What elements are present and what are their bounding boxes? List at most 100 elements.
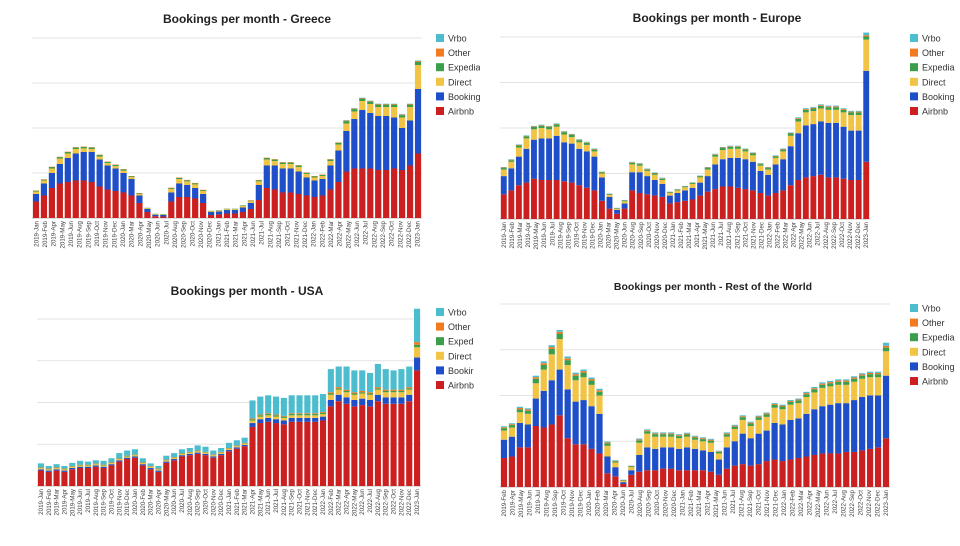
bar-segment-airbnb-2023-Jan xyxy=(414,370,420,486)
bar-segment-expedia-2019-Dec xyxy=(588,381,594,385)
x-tick-label: 2020-Mar xyxy=(129,221,136,247)
bar-segment-booking-2019-Sep xyxy=(565,389,571,438)
bar-segment-direct-2020-Dec xyxy=(684,437,690,448)
bar-segment-booking-2021-Feb xyxy=(700,450,706,470)
x-tick-label: 2021-Feb xyxy=(224,220,231,247)
bar-segment-airbnb-2021-Jun xyxy=(732,466,738,487)
x-tick-label: 2019-May xyxy=(518,489,525,517)
bar-segment-direct-2019-Jun xyxy=(541,370,547,391)
bar-segment-direct-2021-Nov xyxy=(303,174,309,178)
bar-segment-booking-2019-Sep xyxy=(101,467,107,468)
bar-segment-airbnb-2020-Jun xyxy=(629,190,635,219)
x-tick-label: 2019-Feb xyxy=(42,220,49,247)
x-tick-label: 2022-Oct xyxy=(391,489,398,515)
bar-segment-direct-2019-May xyxy=(531,129,537,139)
x-tick-label: 2022-Jan xyxy=(781,489,788,515)
bar-segment-airbnb-2019-Oct xyxy=(105,190,111,219)
legend-label-airbnb: Airbnb xyxy=(922,377,948,387)
bar-segment-direct-2019-Jan xyxy=(501,170,507,177)
bar-segment-expedia-2022-Nov xyxy=(867,374,873,377)
bar-segment-booking-2022-Mar xyxy=(788,146,794,185)
bar-segment-airbnb-2019-May xyxy=(533,426,539,487)
bar-segment-other-2022-Jul xyxy=(818,105,824,106)
x-tick-label: 2022-Aug xyxy=(371,220,378,247)
bar-segment-direct-2021-Jan xyxy=(224,209,230,210)
bar-segment-expedia-2022-Dec xyxy=(856,112,862,115)
x-tick-label: 2020-Nov xyxy=(662,489,669,517)
bar-segment-booking-2022-Apr xyxy=(811,409,817,455)
bar-segment-booking-2020-Apr xyxy=(614,210,620,214)
bar-segment-expedia-2020-Aug xyxy=(184,180,190,181)
bar-segment-booking-2021-Mar xyxy=(697,183,703,196)
bar-segment-other-2022-Apr xyxy=(343,390,349,391)
bar-segment-airbnb-2019-Dec xyxy=(124,459,130,486)
bar-segment-other-2022-Nov xyxy=(398,390,404,391)
bar-segment-expedia-2022-Aug xyxy=(375,105,381,107)
bar-segment-direct-2020-Aug xyxy=(184,181,190,185)
x-tick-label: 2021-Nov xyxy=(750,221,757,249)
bar-segment-direct-2022-May xyxy=(351,395,357,400)
bar-segment-booking-2021-Nov xyxy=(758,171,764,193)
bar-segment-expedia-2022-Jan xyxy=(773,156,779,158)
x-tick-label: 2020-Jun xyxy=(171,488,178,514)
bar-segment-direct-2019-Mar xyxy=(517,412,523,423)
bar-segment-vrbo-2019-Mar xyxy=(517,407,523,408)
bar-segment-airbnb-2022-Aug xyxy=(826,177,832,219)
bar-segment-direct-2020-Jun xyxy=(629,164,635,172)
bar-segment-direct-2022-Aug xyxy=(826,110,832,123)
bar-segment-other-2021-Jul xyxy=(727,146,733,147)
bar-segment-booking-2022-Aug xyxy=(826,123,832,178)
bar-segment-direct-2019-Aug xyxy=(557,339,563,370)
bar-segment-direct-2019-Jun xyxy=(73,149,79,154)
legend-swatch-direct xyxy=(436,352,444,360)
bar-segment-other-2021-Mar xyxy=(708,440,714,441)
x-tick-label: 2021-May xyxy=(257,488,264,516)
bar-segment-direct-2019-Feb xyxy=(509,428,515,437)
bar-segment-booking-2022-Nov xyxy=(399,128,405,170)
legend-swatch-booking xyxy=(436,366,444,374)
bar-segment-vrbo-2021-Jan xyxy=(226,443,232,448)
bar-segment-expedia-2019-Apr xyxy=(57,157,63,159)
bar-segment-booking-2019-May xyxy=(69,468,75,469)
bar-segment-booking-2020-Nov xyxy=(208,212,214,215)
bar-segment-airbnb-2020-Sep xyxy=(660,469,666,487)
bar-segment-airbnb-2022-Dec xyxy=(406,401,412,486)
bar-segment-other-2019-Jul xyxy=(549,347,555,349)
bar-segment-vrbo-2019-Aug xyxy=(554,123,560,124)
bar-segment-direct-2020-Jul xyxy=(179,454,185,455)
bar-segment-airbnb-2020-Feb xyxy=(604,473,610,487)
bar-segment-vrbo-2019-Jul xyxy=(549,345,555,347)
bar-segment-airbnb-2020-Jul xyxy=(176,197,182,218)
bar-segment-booking-2022-Mar xyxy=(803,414,809,457)
x-tick-label: 2021-Dec xyxy=(758,222,765,249)
bar-segment-vrbo-2020-Feb xyxy=(140,458,146,462)
x-tick-label: 2019-Jul xyxy=(549,222,556,246)
bar-segment-direct-2022-Sep xyxy=(383,107,389,116)
bar-segment-booking-2019-Feb xyxy=(41,184,47,196)
x-tick-label: 2021-Sep xyxy=(734,221,741,248)
x-tick-label: 2022-Mar xyxy=(798,490,805,516)
x-tick-label: 2022-Dec xyxy=(855,222,862,249)
bar-segment-booking-2021-Aug xyxy=(735,158,741,188)
x-tick-label: 2020-Apr xyxy=(155,489,162,514)
legend-swatch-expedia xyxy=(436,63,444,71)
bar-segment-vrbo-2021-Jun xyxy=(720,147,726,148)
x-tick-label: 2020-May xyxy=(163,488,170,516)
bar-segment-other-2022-Apr xyxy=(795,118,801,119)
bar-segment-direct-2020-May xyxy=(163,460,169,461)
bar-segment-other-2022-Dec xyxy=(856,112,862,113)
x-tick-label: 2020-Apr xyxy=(137,221,144,246)
bar-segment-expedia-2019-Feb xyxy=(41,180,47,181)
x-tick-label: 2020-Feb xyxy=(595,489,602,516)
bar-segment-other-2021-Nov xyxy=(304,413,310,414)
bar-segment-airbnb-2022-Mar xyxy=(788,185,794,219)
x-tick-label: 2020-Jul xyxy=(628,490,635,514)
bar-segment-vrbo-2019-Jun xyxy=(541,361,547,363)
bar-segment-airbnb-2019-Nov xyxy=(116,462,122,486)
bar-segment-other-2022-Feb xyxy=(795,399,801,400)
bar-segment-vrbo-2020-Sep xyxy=(660,432,666,433)
x-tick-label: 2021-Jun xyxy=(250,220,257,246)
bar-segment-other-2019-Nov xyxy=(576,140,582,141)
